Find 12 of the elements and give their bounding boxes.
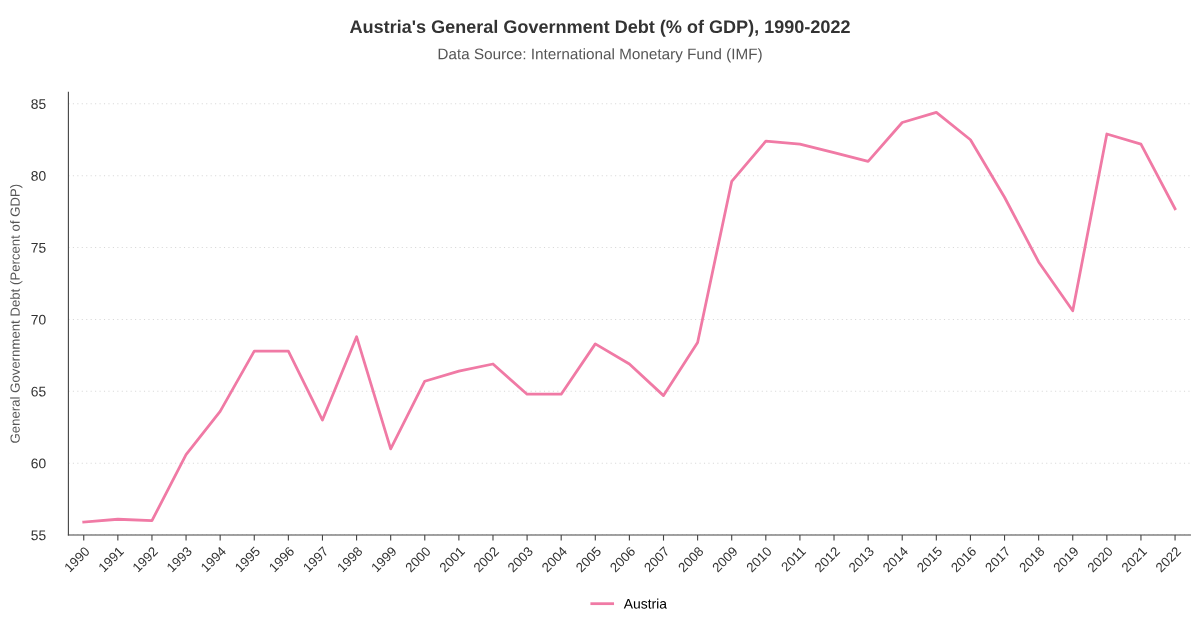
chart-title: Austria's General Government Debt (% of GDP), 1990-2022: [349, 19, 850, 37]
y-tick-label: 60: [31, 458, 46, 469]
legend-label: Austria: [623, 598, 667, 609]
chart-subtitle: Data Source: International Monetary Fund (IMF): [438, 48, 762, 63]
line-series: [82, 111, 1177, 524]
y-tick-label: 70: [31, 314, 46, 325]
y-tick-label: 85: [31, 99, 46, 109]
y-tick-label: 75: [31, 243, 46, 253]
y-axis-title: General Government Debt (Percent of GDP): [10, 184, 23, 443]
y-tick-label: 80: [31, 171, 46, 181]
y-tick-label: 65: [31, 386, 46, 397]
y-tick-label: 55: [31, 530, 46, 541]
